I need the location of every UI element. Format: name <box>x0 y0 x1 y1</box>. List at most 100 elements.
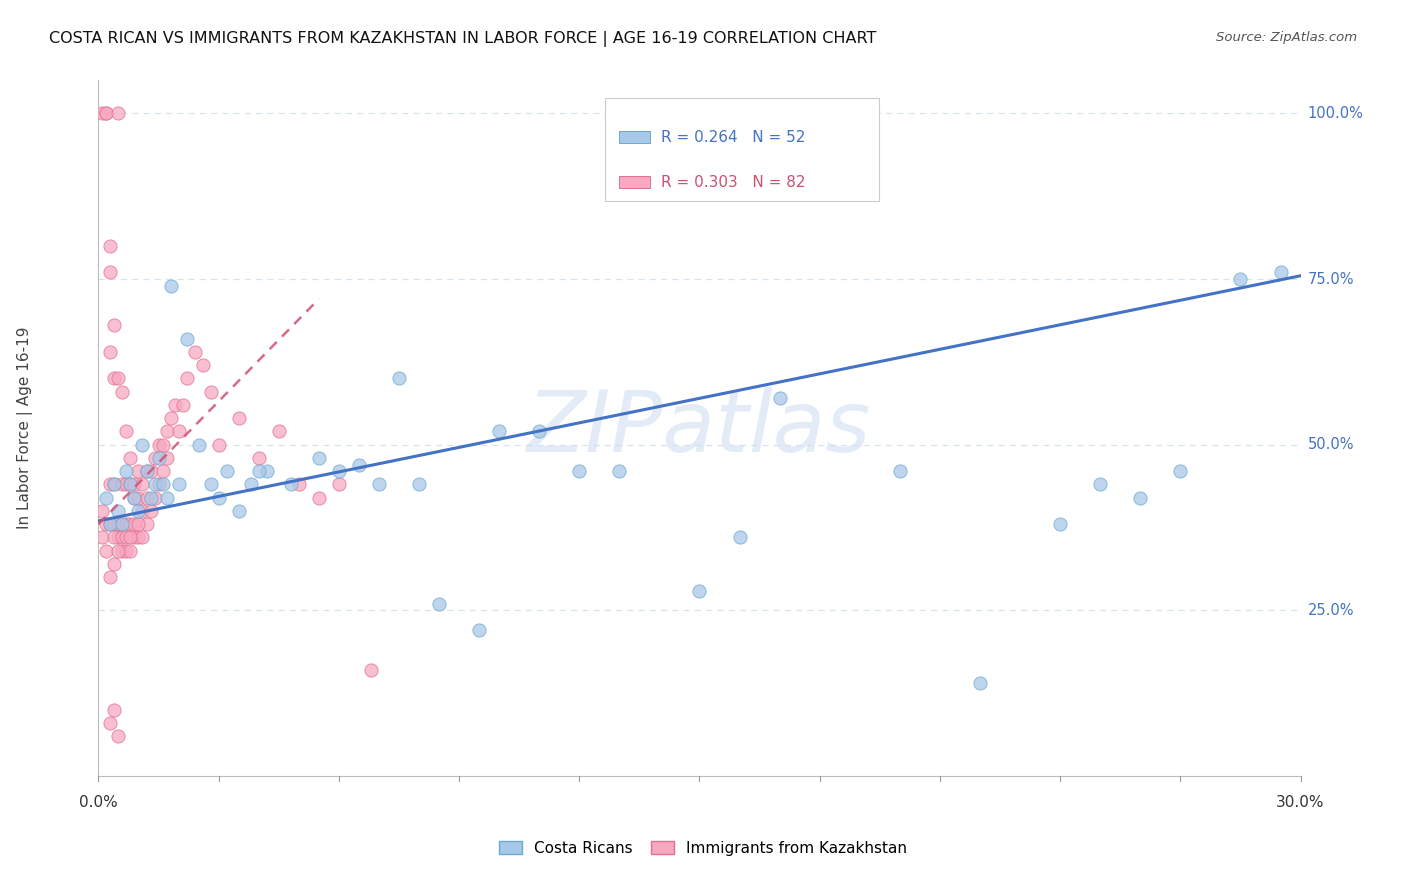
Point <box>135 517 157 532</box>
Point <box>96 517 118 532</box>
Point <box>969 676 991 690</box>
Point <box>408 477 430 491</box>
Point <box>107 504 129 518</box>
Point <box>228 411 250 425</box>
Point <box>143 450 166 465</box>
Point <box>135 491 157 505</box>
Point <box>128 531 150 545</box>
Text: R = 0.303   N = 82: R = 0.303 N = 82 <box>661 175 806 190</box>
Point <box>107 531 129 545</box>
Point <box>100 517 122 532</box>
Point <box>100 477 122 491</box>
Point <box>107 517 129 532</box>
Point <box>103 318 125 333</box>
Text: 30.0%: 30.0% <box>1277 796 1324 810</box>
Point <box>288 477 311 491</box>
Point <box>143 477 166 491</box>
Point <box>1270 265 1292 279</box>
Point <box>115 477 138 491</box>
Point <box>488 425 510 439</box>
Point <box>280 477 302 491</box>
Point <box>200 384 222 399</box>
Point <box>159 411 181 425</box>
Point <box>328 477 350 491</box>
Point <box>124 477 146 491</box>
Point <box>152 464 174 478</box>
Point <box>91 106 114 120</box>
Point <box>135 464 157 478</box>
Point <box>111 531 134 545</box>
Point <box>100 570 122 584</box>
Point <box>247 450 270 465</box>
Point <box>131 504 153 518</box>
Point <box>128 504 150 518</box>
Point <box>308 491 330 505</box>
Point <box>139 504 162 518</box>
Point <box>172 398 194 412</box>
Text: In Labor Force | Age 16-19: In Labor Force | Age 16-19 <box>17 326 34 530</box>
Text: 0.0%: 0.0% <box>79 796 118 810</box>
Point <box>347 458 370 472</box>
Point <box>100 345 122 359</box>
Point <box>139 491 162 505</box>
Point <box>96 491 118 505</box>
Point <box>163 398 186 412</box>
Point <box>328 464 350 478</box>
Point <box>728 531 751 545</box>
Point <box>111 517 134 532</box>
Point <box>247 464 270 478</box>
Point <box>148 438 170 452</box>
Point <box>120 517 142 532</box>
Point <box>176 371 198 385</box>
Point <box>111 477 134 491</box>
Point <box>215 464 238 478</box>
Point <box>103 531 125 545</box>
Point <box>155 491 177 505</box>
Point <box>120 477 142 491</box>
Point <box>128 517 150 532</box>
Point <box>103 557 125 571</box>
Point <box>120 450 142 465</box>
Point <box>176 332 198 346</box>
Point <box>228 504 250 518</box>
Point <box>103 371 125 385</box>
Point <box>368 477 391 491</box>
Point <box>139 464 162 478</box>
Point <box>128 491 150 505</box>
Point <box>111 384 134 399</box>
Text: 100.0%: 100.0% <box>1308 106 1364 121</box>
Point <box>107 729 129 743</box>
Point <box>167 477 190 491</box>
Point <box>1170 464 1192 478</box>
Text: 50.0%: 50.0% <box>1308 437 1354 452</box>
Point <box>107 371 129 385</box>
Text: R = 0.264   N = 52: R = 0.264 N = 52 <box>661 129 806 145</box>
Point <box>111 517 134 532</box>
Point <box>167 425 190 439</box>
Point <box>100 716 122 731</box>
Point <box>208 491 231 505</box>
Point <box>96 106 118 120</box>
Point <box>208 438 231 452</box>
Point <box>100 517 122 532</box>
Point <box>1129 491 1152 505</box>
Point <box>135 464 157 478</box>
Point <box>1229 272 1251 286</box>
Point <box>115 464 138 478</box>
Text: COSTA RICAN VS IMMIGRANTS FROM KAZAKHSTAN IN LABOR FORCE | AGE 16-19 CORRELATION: COSTA RICAN VS IMMIGRANTS FROM KAZAKHSTA… <box>49 31 876 47</box>
Point <box>111 543 134 558</box>
Point <box>103 703 125 717</box>
Point <box>468 624 491 638</box>
Point <box>115 517 138 532</box>
Text: Source: ZipAtlas.com: Source: ZipAtlas.com <box>1216 31 1357 45</box>
Point <box>568 464 591 478</box>
Point <box>91 531 114 545</box>
Point <box>155 450 177 465</box>
Text: 75.0%: 75.0% <box>1308 271 1354 286</box>
Point <box>131 531 153 545</box>
Point <box>628 106 651 120</box>
Point <box>100 239 122 253</box>
Point <box>131 438 153 452</box>
Point <box>148 477 170 491</box>
Legend: Costa Ricans, Immigrants from Kazakhstan: Costa Ricans, Immigrants from Kazakhstan <box>492 835 914 862</box>
